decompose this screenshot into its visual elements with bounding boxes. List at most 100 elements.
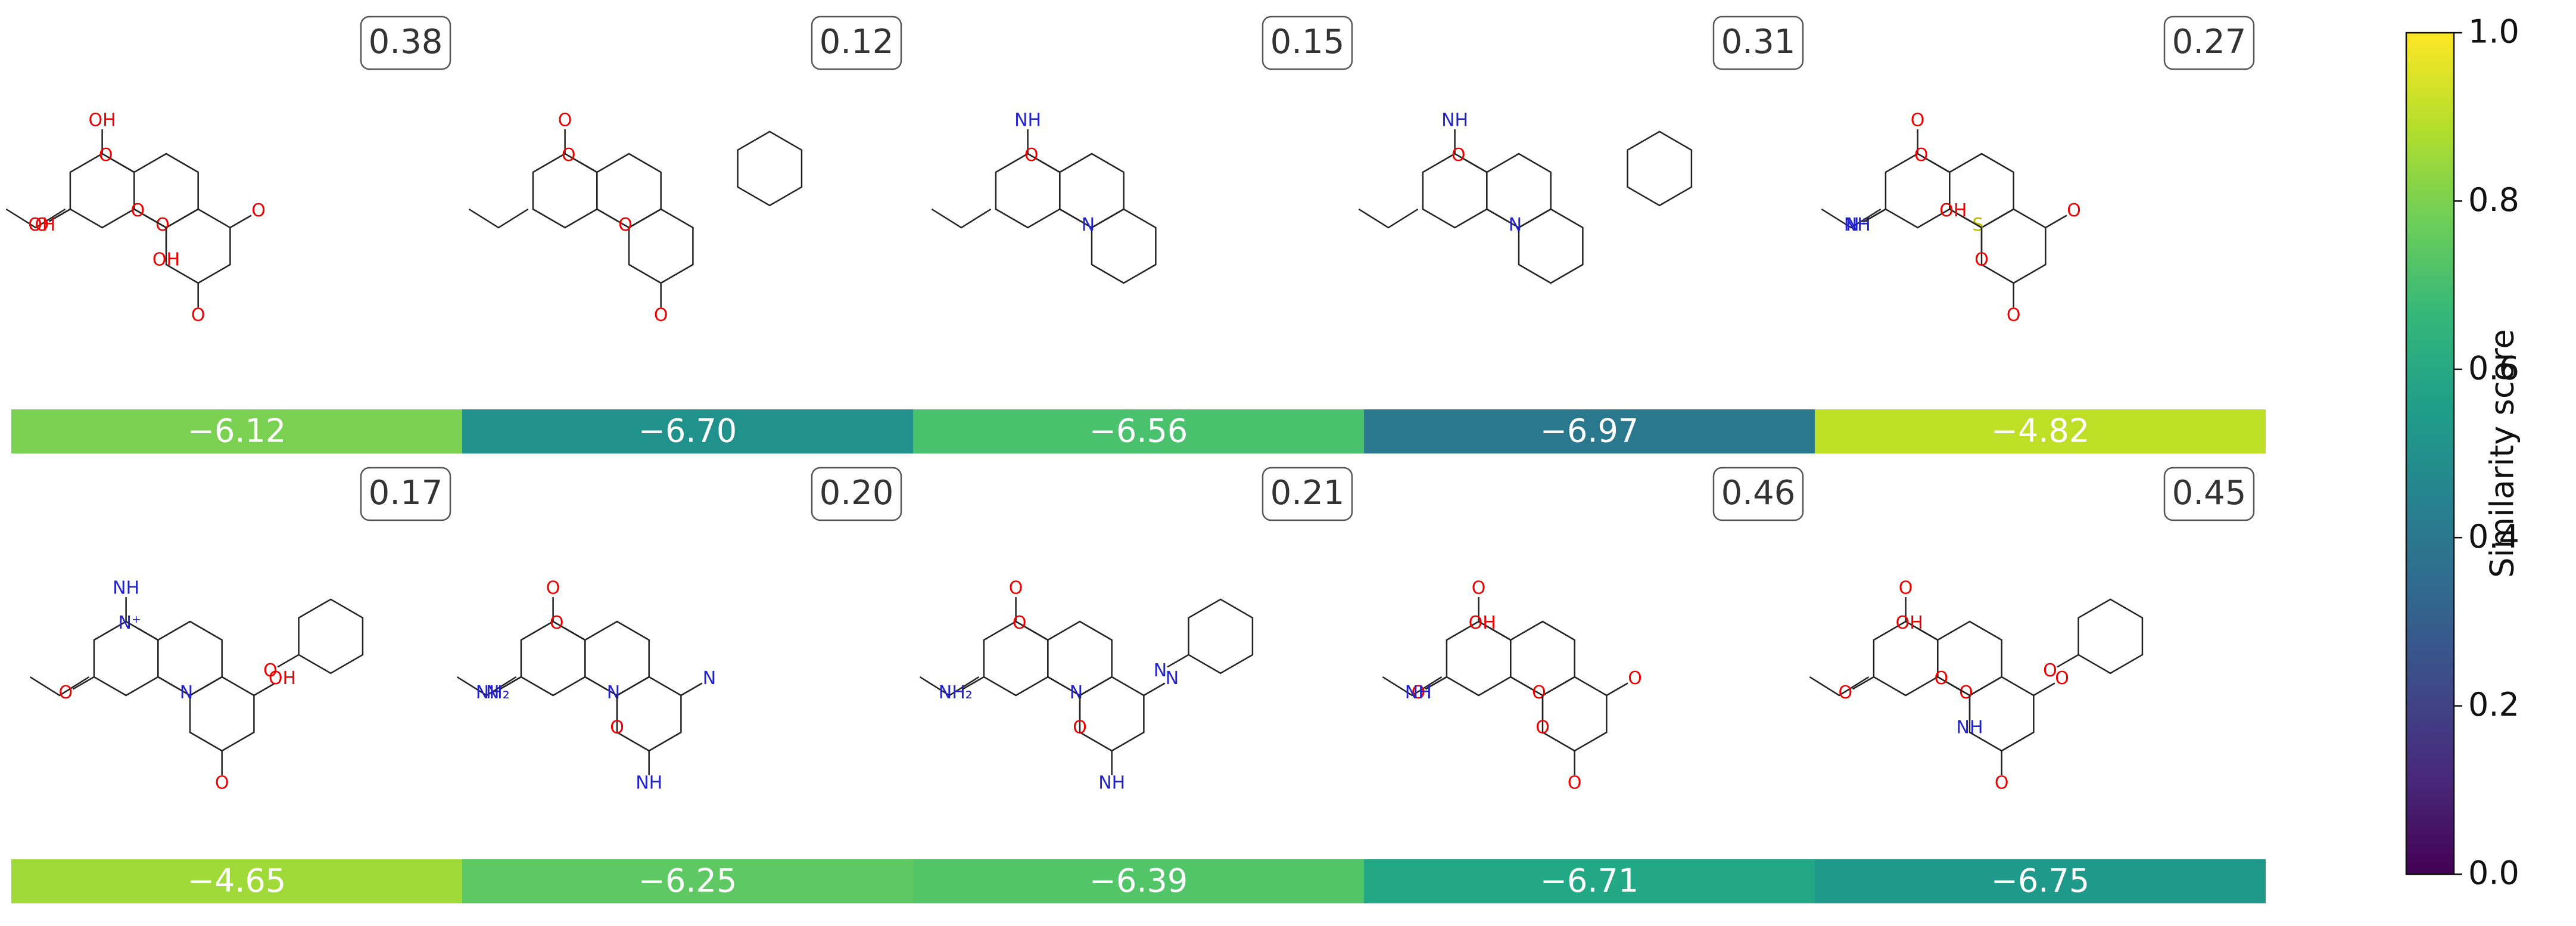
similarity-box: [1261, 15, 1353, 70]
ring: [1980, 208, 2047, 284]
bond: [1852, 676, 1874, 690]
chain: [931, 208, 992, 229]
atom-label: OH: [269, 668, 296, 689]
colorbar-tick-label: 1.0: [2468, 13, 2519, 51]
atom-label: O: [1995, 773, 2009, 794]
colorbar-tick-label: 0.0: [2468, 854, 2519, 892]
bond: [563, 627, 585, 641]
atom-label: O: [263, 660, 278, 681]
atom-label: O: [251, 200, 266, 221]
bond: [2045, 215, 2067, 229]
atom-label: NH: [1098, 773, 1125, 794]
bond: [1510, 676, 1532, 690]
atom-label: O: [1472, 578, 1486, 599]
bond: [499, 676, 522, 690]
molecule: OOOHOOOONHO: [1809, 578, 2144, 794]
similarity-box: [360, 15, 451, 70]
ring: [628, 208, 694, 284]
atom-label: O: [558, 110, 572, 131]
atom-label: N: [180, 682, 193, 703]
colorbar-tick-label: 0.2: [2468, 686, 2519, 723]
bond: [1425, 676, 1447, 690]
atom-label: O: [1899, 578, 1913, 599]
bond: [1928, 159, 1950, 173]
chain: [919, 676, 980, 697]
atom-label: N⁺: [119, 613, 141, 633]
score-label: −6.97: [1540, 412, 1639, 450]
chain: [1821, 208, 1882, 229]
score-bar: [11, 409, 462, 453]
bond: [1916, 627, 1938, 641]
score-label: −6.12: [188, 412, 286, 450]
bond: [1486, 208, 1509, 222]
bond: [596, 208, 619, 222]
atom-label: NH: [113, 578, 139, 599]
bond: [1047, 676, 1070, 690]
bond: [680, 682, 703, 697]
bond: [144, 215, 167, 229]
colorbar: [2405, 32, 2455, 875]
atom-label: NH: [636, 773, 662, 794]
atom-label: O: [654, 305, 668, 326]
bond: [1489, 627, 1511, 641]
bond: [1948, 682, 1970, 697]
atom-label: O: [215, 773, 229, 794]
atom-label: O: [610, 717, 624, 738]
ring: [1627, 130, 1693, 207]
molecule: OOHOOOOOHOHO: [5, 110, 266, 326]
bond: [584, 676, 607, 690]
atom-label: NH: [1441, 110, 1468, 131]
atom-label: O: [1974, 250, 1989, 271]
score-label: −4.65: [188, 862, 286, 900]
ring: [1541, 676, 1608, 752]
atom-label: OH: [152, 250, 180, 271]
atom-label: O: [1013, 613, 1027, 633]
atom-label: O: [618, 215, 633, 235]
molecule: N NH O: [931, 110, 1157, 284]
similarity-label: 0.21: [1270, 474, 1345, 512]
atom-label: N: [1082, 215, 1095, 235]
score-bar: [1364, 859, 1815, 903]
atom-label: O: [1911, 110, 1925, 131]
chain: [1358, 208, 1419, 229]
score-label: −4.82: [1991, 412, 2089, 450]
atom-label: O: [99, 145, 113, 166]
similarity-box: [1261, 467, 1353, 521]
molecule: N NH O: [1358, 110, 1693, 284]
score-label: −6.71: [1540, 862, 1639, 900]
similarity-label: 0.38: [369, 23, 443, 61]
similarity-label: 0.27: [2172, 23, 2247, 61]
atom-label: OH: [1469, 613, 1496, 633]
chain: [1382, 676, 1443, 697]
ring: [298, 598, 364, 675]
atom-label: O: [1628, 668, 1642, 689]
bond: [229, 215, 252, 229]
score-label: −6.56: [1089, 412, 1188, 450]
bond: [2057, 654, 2079, 668]
score-label: −6.25: [638, 862, 737, 900]
ring: [165, 208, 231, 284]
similarity-box: [2163, 467, 2255, 521]
similarity-box: [811, 15, 902, 70]
atom-label: O: [1073, 717, 1087, 738]
similarity-label: 0.20: [820, 474, 894, 512]
atom-label: O: [1838, 682, 1852, 703]
atom-label: NH₂: [476, 682, 510, 703]
score-label: −6.75: [1991, 862, 2089, 900]
bond: [113, 159, 135, 173]
atom-label: O: [550, 613, 564, 633]
atom-label: O: [1411, 682, 1425, 703]
bond: [1143, 682, 1166, 697]
colorbar-tick-label: 0.8: [2468, 181, 2519, 219]
bond: [72, 676, 95, 690]
atom-label: N: [1509, 215, 1522, 235]
similarity-label: 0.46: [1721, 474, 1796, 512]
colorbar-tick-label: 0.6: [2468, 349, 2519, 387]
bond: [136, 627, 158, 641]
atom-label: O: [2043, 660, 2057, 681]
atom-label: N: [1070, 682, 1083, 703]
